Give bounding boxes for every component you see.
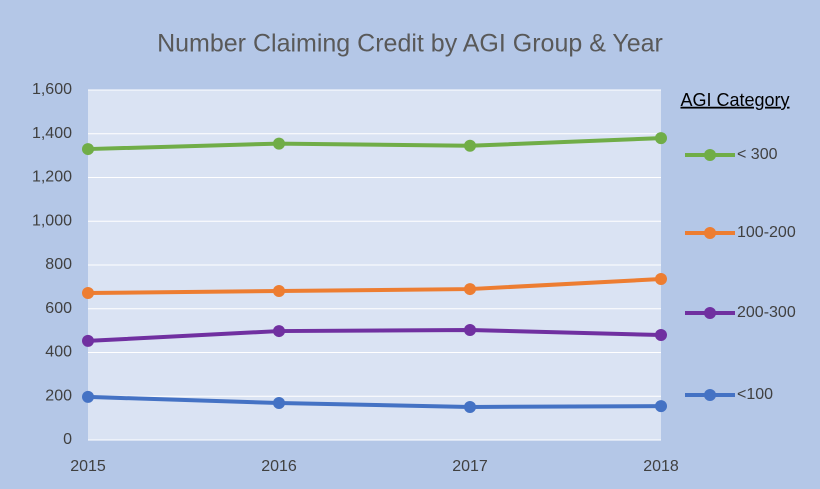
legend-marker bbox=[704, 389, 716, 401]
legend-label: 100-200 bbox=[737, 224, 796, 241]
legend-label: <100 bbox=[737, 386, 773, 403]
marker bbox=[273, 137, 285, 150]
marker bbox=[82, 143, 94, 156]
series-line bbox=[87, 394, 662, 409]
x-tick-label: 2017 bbox=[452, 458, 488, 475]
marker bbox=[464, 283, 476, 296]
legend-label: < 300 bbox=[737, 146, 778, 163]
marker bbox=[273, 397, 285, 410]
legend-marker bbox=[704, 307, 716, 319]
y-tick-label: 1,000 bbox=[32, 212, 72, 229]
y-tick-label: 1,200 bbox=[32, 169, 72, 186]
legend-marker bbox=[704, 227, 716, 239]
marker bbox=[82, 390, 94, 403]
legend-title: AGI Category bbox=[680, 90, 789, 110]
series-line bbox=[87, 136, 662, 152]
marker bbox=[464, 139, 476, 152]
series-line bbox=[87, 327, 662, 343]
marker bbox=[655, 273, 667, 285]
series-line bbox=[87, 277, 662, 295]
marker bbox=[655, 329, 667, 341]
y-tick-label: 1,600 bbox=[32, 81, 72, 98]
marker bbox=[655, 400, 667, 413]
marker bbox=[273, 325, 285, 338]
y-tick-label: 200 bbox=[45, 387, 72, 404]
y-tick-label: 0 bbox=[63, 431, 72, 448]
y-tick-label: 400 bbox=[45, 344, 72, 361]
x-tick-label: 2015 bbox=[70, 458, 106, 475]
y-tick-label: 800 bbox=[45, 256, 72, 273]
marker bbox=[464, 400, 476, 413]
marker bbox=[273, 285, 285, 298]
legend-label: 200-300 bbox=[737, 304, 796, 321]
marker bbox=[82, 287, 94, 299]
y-tick-label: 1,400 bbox=[32, 125, 72, 142]
legend-marker bbox=[704, 149, 716, 161]
chart-title: Number Claiming Credit by AGI Group & Ye… bbox=[157, 30, 663, 58]
marker bbox=[464, 323, 476, 336]
marker bbox=[655, 132, 667, 145]
x-tick-label: 2018 bbox=[643, 458, 679, 475]
y-tick-label: 600 bbox=[45, 300, 72, 317]
marker bbox=[82, 334, 94, 347]
x-tick-label: 2016 bbox=[261, 458, 297, 475]
